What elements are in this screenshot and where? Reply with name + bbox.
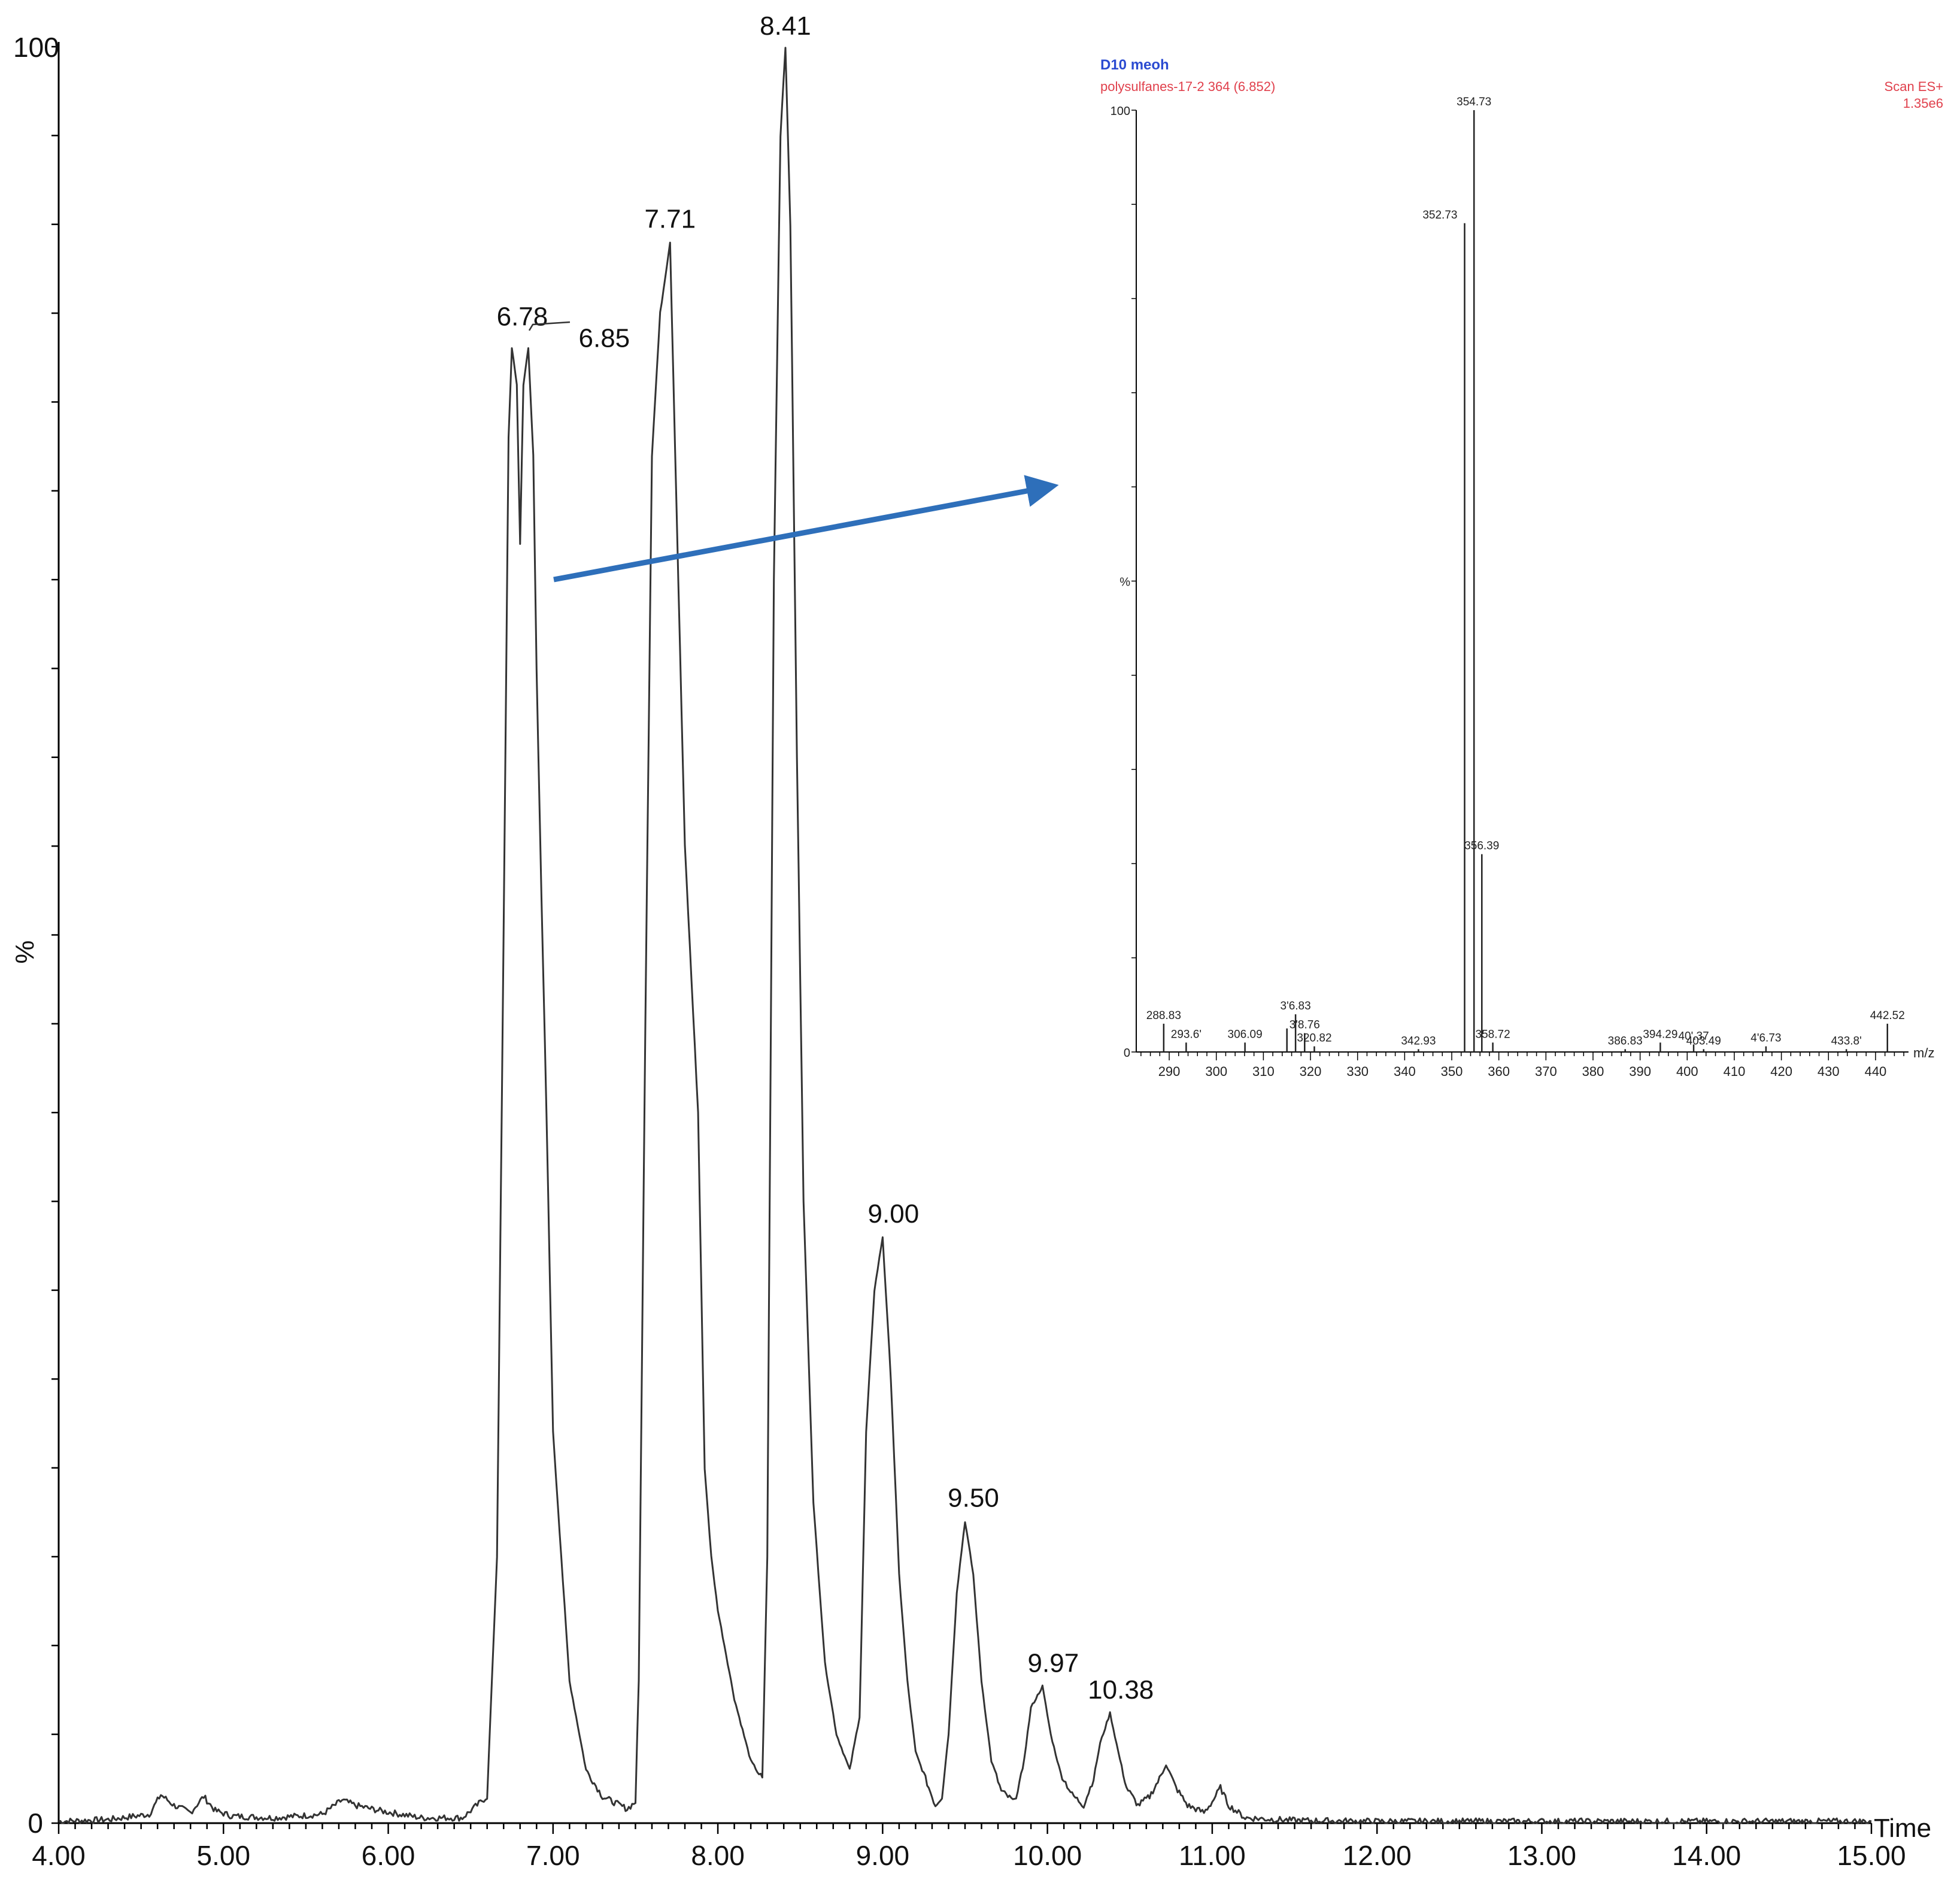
peak-labels: 6.78 6.85 7.71 8.41 9.00 9.50 9.97 10.38 [497,11,1154,1705]
inset-peak-label: 354.73 [1457,96,1491,108]
peak-label: 8.41 [760,11,811,41]
mass-spectrum-inset: D10 meoh polysulfanes-17-2 364 (6.852) S… [1100,57,1943,1079]
inset-x-tick-label: 360 [1488,1064,1510,1079]
inset-x-tick-label: 350 [1441,1064,1463,1079]
x-tick-label: 10.00 [1013,1840,1082,1871]
x-axis-label: Time [1874,1814,1931,1843]
inset-peak-label: 293.6' [1171,1028,1202,1041]
x-tick-label: 13.00 [1507,1840,1576,1871]
y-tick-label: 0 [28,1808,43,1839]
inset-x-tick-label: 290 [1158,1064,1181,1079]
inset-x-tick-label: 340 [1394,1064,1416,1079]
x-tick-label: 6.00 [362,1840,415,1871]
x-tick-label: 8.00 [691,1840,745,1871]
x-tick-label: 5.00 [197,1840,251,1871]
inset-peak-label: 40'.37 [1678,1030,1709,1042]
inset-peak-label: 352.73 [1422,209,1457,222]
peak-label: 10.38 [1088,1675,1154,1705]
peak-label: 6.85 [579,324,630,353]
inset-y-tick-label: % [1119,576,1130,589]
inset-x-axis-label: m/z [1913,1045,1934,1060]
inset-x-ticks: 290 300 310 320 330 340 350 360 370 380 390 400 410 4… [1140,1052,1904,1079]
inset-x-tick-label: 410 [1724,1064,1746,1079]
inset-peak-label: 394.29 [1643,1028,1677,1041]
chromatogram-trace [58,47,1872,1824]
inset-x-tick-label: 310 [1252,1064,1275,1079]
main-chart: 4.00 5.00 6.00 7.00 8.00 9.00 10.00 11.00 12.00 1… [10,11,1931,1871]
inset-x-tick-label: 320 [1300,1064,1322,1079]
inset-peak-label: 433.8' [1831,1035,1862,1047]
x-tick-label: 15.00 [1837,1840,1906,1871]
inset-x-tick-label: 390 [1629,1064,1651,1079]
inset-peak-label: 4'6.73 [1750,1032,1781,1045]
inset-scan-mode: Scan ES+ [1885,79,1943,94]
peak-label-leader [528,321,571,331]
inset-x-tick-label: 370 [1535,1064,1557,1079]
inset-peak-label: 288.83 [1146,1009,1181,1022]
inset-peak-label: 358.72 [1476,1028,1510,1041]
inset-peak-label: 342.93 [1401,1035,1436,1047]
peak-label: 6.78 [497,302,548,332]
x-tick-label: 11.00 [1179,1840,1246,1871]
inset-peak-label: 442.52 [1870,1009,1905,1022]
inset-peak-label: 3'8.76 [1290,1019,1320,1032]
peak-label: 7.71 [644,204,696,234]
inset-x-tick-label: 430 [1818,1064,1840,1079]
y-tick-label: 100 [13,32,59,63]
y-ticks: 0 100 [13,32,59,1839]
inset-subtitle: polysulfanes-17-2 364 (6.852) [1100,79,1275,94]
inset-peak-label: 320.82 [1297,1032,1331,1045]
blue-arrow [553,475,1059,583]
inset-x-tick-label: 300 [1205,1064,1227,1079]
y-axis-label: % [10,940,40,963]
peak-label: 9.00 [868,1199,920,1229]
inset-peak-label: 356.39 [1464,840,1499,853]
peak-label: 9.97 [1028,1649,1079,1678]
inset-y-tick-label: 100 [1111,105,1130,118]
inset-scale: 1.35e6 [1903,96,1943,111]
inset-y-ticks: 0% 100 [1111,105,1136,1060]
x-tick-label: 12.00 [1343,1840,1412,1871]
inset-x-tick-label: 400 [1676,1064,1698,1079]
inset-peak-label: 306.09 [1228,1028,1263,1041]
inset-x-tick-label: 380 [1582,1064,1604,1079]
inset-x-tick-label: 420 [1770,1064,1792,1079]
inset-peak-label: 386.83 [1608,1035,1643,1047]
x-tick-label: 7.00 [526,1840,580,1871]
inset-x-tick-label: 440 [1865,1064,1887,1079]
inset-peak-label: 403.49 [1686,1035,1721,1047]
x-tick-label: 4.00 [32,1840,86,1871]
x-tick-label: 14.00 [1672,1840,1741,1871]
inset-x-tick-label: 330 [1346,1064,1369,1079]
inset-peak-label: 3'6.83 [1281,1000,1311,1012]
inset-y-tick-label: 0 [1124,1047,1130,1060]
inset-title: D10 meoh [1100,57,1169,73]
x-tick-label: 9.00 [856,1840,910,1871]
x-ticks: 4.00 5.00 6.00 7.00 8.00 9.00 10.00 11.00 12.00 1… [32,1823,1906,1871]
peak-label: 9.50 [948,1484,999,1513]
